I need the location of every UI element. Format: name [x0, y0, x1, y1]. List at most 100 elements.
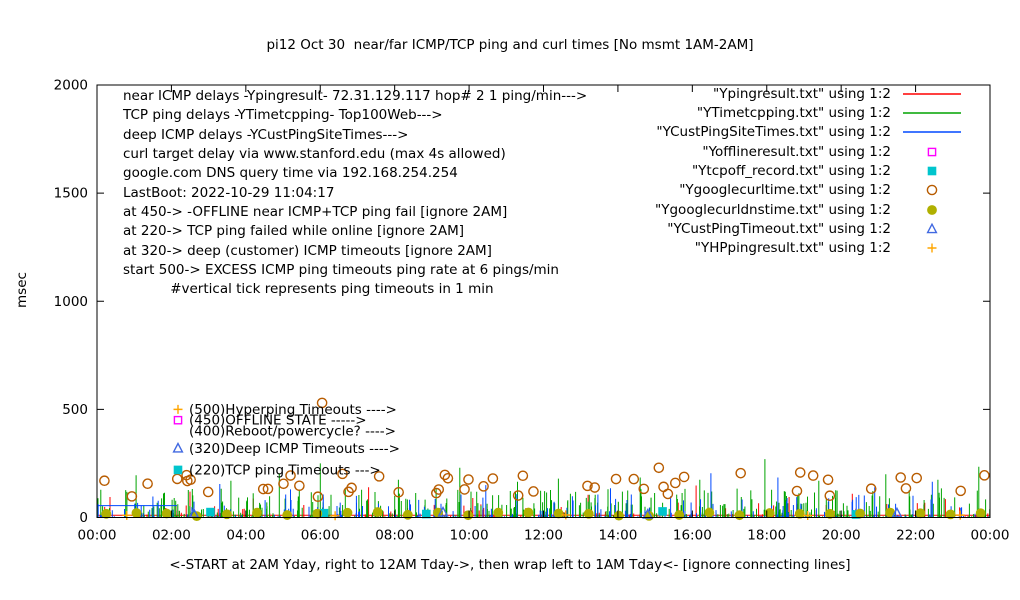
point-curl	[294, 480, 305, 492]
point-curl	[822, 474, 834, 486]
legend-label: "YHPpingresult.txt" using 1:2	[694, 240, 891, 257]
point-hpping	[955, 510, 965, 520]
legend-marker-dns	[927, 204, 937, 215]
point-curl	[517, 470, 529, 482]
point-dns	[191, 511, 202, 522]
point-curl	[528, 486, 539, 497]
level-marker-220	[173, 465, 183, 475]
point-dns	[523, 507, 534, 518]
legend-item-curl: "Ygooglecurltime.txt" using 1:2	[655, 181, 965, 200]
point-curl	[439, 469, 451, 481]
legend-marker-custtimeout	[926, 222, 938, 234]
point-curl	[979, 470, 990, 481]
annotation-line: google.com DNS query time via 192.168.25…	[123, 165, 458, 182]
annotation-line: LastBoot: 2022-10-29 11:04:17	[123, 184, 335, 201]
y-tick-label: 0	[79, 510, 88, 526]
point-curl	[343, 486, 354, 498]
point-dns	[372, 507, 383, 517]
chart-title: pi12 Oct 30 near/far ICMP/TCP ping and c…	[266, 37, 754, 53]
legend-item-ping: "Ypingresult.txt" using 1:2	[655, 84, 965, 103]
point-hpping	[122, 510, 132, 520]
annotation-line: TCP ping delays -YTimetcpping- Top100Web…	[123, 107, 443, 124]
point-dns	[463, 510, 474, 521]
level-marker-500	[173, 404, 183, 414]
y-tick-label: 500	[62, 402, 88, 418]
legend: "Ypingresult.txt" using 1:2 "YTimetcpping…	[655, 84, 965, 258]
point-dns	[252, 507, 262, 518]
legend-item-hpping: "YHPpingresult.txt" using 1:2	[655, 239, 965, 258]
point-dns	[553, 508, 564, 519]
point-curl	[653, 462, 665, 474]
point-curl	[487, 473, 499, 484]
legend-marker-curl	[926, 185, 938, 196]
point-curl	[589, 482, 601, 493]
point-custtimeout	[642, 508, 654, 519]
point-dns	[734, 510, 745, 521]
legend-label: "Ygooglecurldnstime.txt" using 1:2	[655, 201, 891, 218]
point-dns	[825, 508, 835, 519]
annotation-line: deep ICMP delays -YCustPingSiteTimes--->	[123, 126, 409, 143]
point-curl	[670, 477, 681, 489]
point-curl	[185, 474, 196, 486]
point-dns	[342, 507, 353, 518]
point-curl	[807, 470, 819, 481]
point-curl	[285, 470, 296, 481]
legend-sample-custping	[903, 131, 961, 134]
annotation-line: near ICMP delays -Ypingresult- 72.31.129…	[123, 88, 588, 104]
legend-marker-tcpoff	[927, 166, 937, 176]
x-axis-label: <-START at 2AM Yday, right to 12AM Tday-…	[169, 557, 851, 573]
point-dns	[433, 507, 443, 518]
legend-sample-tcpping	[903, 112, 961, 114]
point-curl	[202, 486, 214, 498]
point-dns	[704, 507, 715, 518]
point-dns	[583, 508, 594, 519]
point-curl	[582, 480, 593, 492]
point-tcpoff	[206, 507, 215, 517]
point-curl	[865, 483, 877, 495]
point-curl	[610, 473, 622, 485]
legend-sample-ping	[903, 92, 961, 95]
level-annotation: (400)Reboot/powercycle? ---->	[189, 424, 396, 440]
point-curl	[373, 471, 385, 482]
point-curl	[99, 475, 110, 487]
annotation-line: at 320-> deep (customer) ICMP timeouts […	[123, 242, 492, 259]
point-curl	[735, 467, 747, 479]
point-dns	[101, 508, 112, 519]
point-curl	[824, 490, 836, 502]
point-curl	[791, 485, 803, 497]
legend-label: "YTimetcpping.txt" using 1:2	[696, 105, 891, 122]
legend-label: "YCustPingSiteTimes.txt" using 1:2	[656, 124, 891, 141]
x-tick-label: 12:00	[524, 528, 563, 544]
point-dns	[855, 508, 865, 519]
x-tick-label: 16:00	[673, 528, 712, 544]
legend-item-tcpping: "YTimetcpping.txt" using 1:2	[655, 103, 965, 122]
point-dns	[402, 509, 413, 520]
legend-label: "Ygooglecurltime.txt" using 1:2	[679, 182, 891, 199]
point-curl	[794, 467, 806, 478]
level-annotation: (450)OFFLINE STATE ----->	[189, 413, 367, 429]
x-tick-label: 04:00	[226, 528, 265, 544]
level-marker-450	[173, 415, 183, 425]
point-curl	[126, 491, 138, 502]
point-dns	[613, 510, 624, 521]
annotation-line: #vertical tick represents ping timeouts …	[123, 281, 494, 298]
legend-sample-curl	[926, 185, 938, 196]
point-curl	[900, 483, 912, 494]
point-dns	[915, 508, 926, 519]
point-curl	[171, 473, 183, 485]
level-annotation: (320)Deep ICMP Timeouts ---->	[189, 441, 400, 457]
point-tcpoff	[658, 507, 667, 516]
level-annotation: (220)TCP ping Timeouts --->	[189, 462, 381, 478]
point-curl	[662, 488, 674, 500]
point-curl	[459, 484, 470, 495]
legend-sample-custtimeout	[926, 222, 938, 234]
level-annotation: (500)Hyperping Timeouts ---->	[189, 402, 397, 418]
legend-sample-tcpoff	[927, 166, 937, 176]
point-curl	[895, 472, 907, 483]
y-tick-label: 2000	[54, 78, 88, 94]
x-tick-label: 14:00	[598, 528, 637, 544]
point-custtimeout	[891, 506, 903, 518]
point-hpping	[803, 511, 813, 521]
legend-sample-dns	[927, 204, 937, 215]
